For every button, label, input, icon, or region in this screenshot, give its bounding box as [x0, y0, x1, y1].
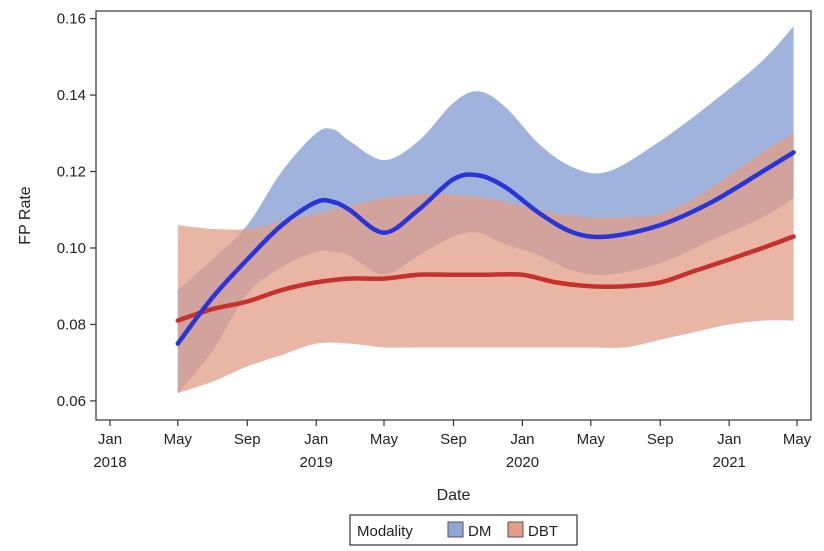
x-tick-label: May — [577, 431, 606, 448]
x-tick-year-label: 2020 — [506, 454, 539, 471]
x-axis-title: Date — [437, 487, 471, 504]
legend-label-dm: DM — [468, 523, 491, 540]
y-tick-label: 0.08 — [57, 316, 86, 333]
x-tick-year-label: 2019 — [300, 454, 333, 471]
x-tick-label: Jan — [717, 431, 741, 448]
band-dbt — [177, 133, 794, 394]
x-tick-label: Sep — [647, 431, 674, 448]
x-tick-label: Sep — [440, 431, 467, 448]
y-tick-label: 0.10 — [57, 240, 86, 257]
legend-title: Modality — [357, 523, 413, 540]
x-tick-label: May — [783, 431, 812, 448]
line-dm — [175, 150, 796, 346]
y-axis-title: FP Rate — [17, 186, 34, 245]
x-tick-label: Sep — [234, 431, 261, 448]
x-tick-year-label: 2021 — [713, 454, 746, 471]
x-tick-label: May — [164, 431, 193, 448]
x-tick-label: Jan — [98, 431, 122, 448]
legend-label-dbt: DBT — [528, 523, 558, 540]
legend: Modality DM DBT — [349, 514, 578, 546]
legend-swatch-dm — [447, 521, 464, 538]
y-tick-label: 0.06 — [57, 393, 86, 410]
x-axis: Jan 2018 May Sep Jan 2019 May Sep Jan 2020 May Sep J… — [93, 420, 812, 471]
x-tick-label: May — [370, 431, 399, 448]
legend-swatch-dbt — [507, 521, 524, 538]
confidence-bands — [177, 26, 794, 394]
x-tick-year-label: 2018 — [93, 454, 126, 471]
y-tick-label: 0.12 — [57, 164, 86, 181]
x-tick-label: Jan — [304, 431, 328, 448]
line-dbt — [175, 234, 796, 323]
x-tick-label: Jan — [510, 431, 534, 448]
y-tick-label: 0.14 — [57, 87, 86, 104]
series-lines — [175, 150, 796, 346]
y-axis: 0.06 0.08 0.10 0.12 0.14 0.16 — [57, 11, 96, 410]
y-tick-label: 0.16 — [57, 11, 86, 28]
